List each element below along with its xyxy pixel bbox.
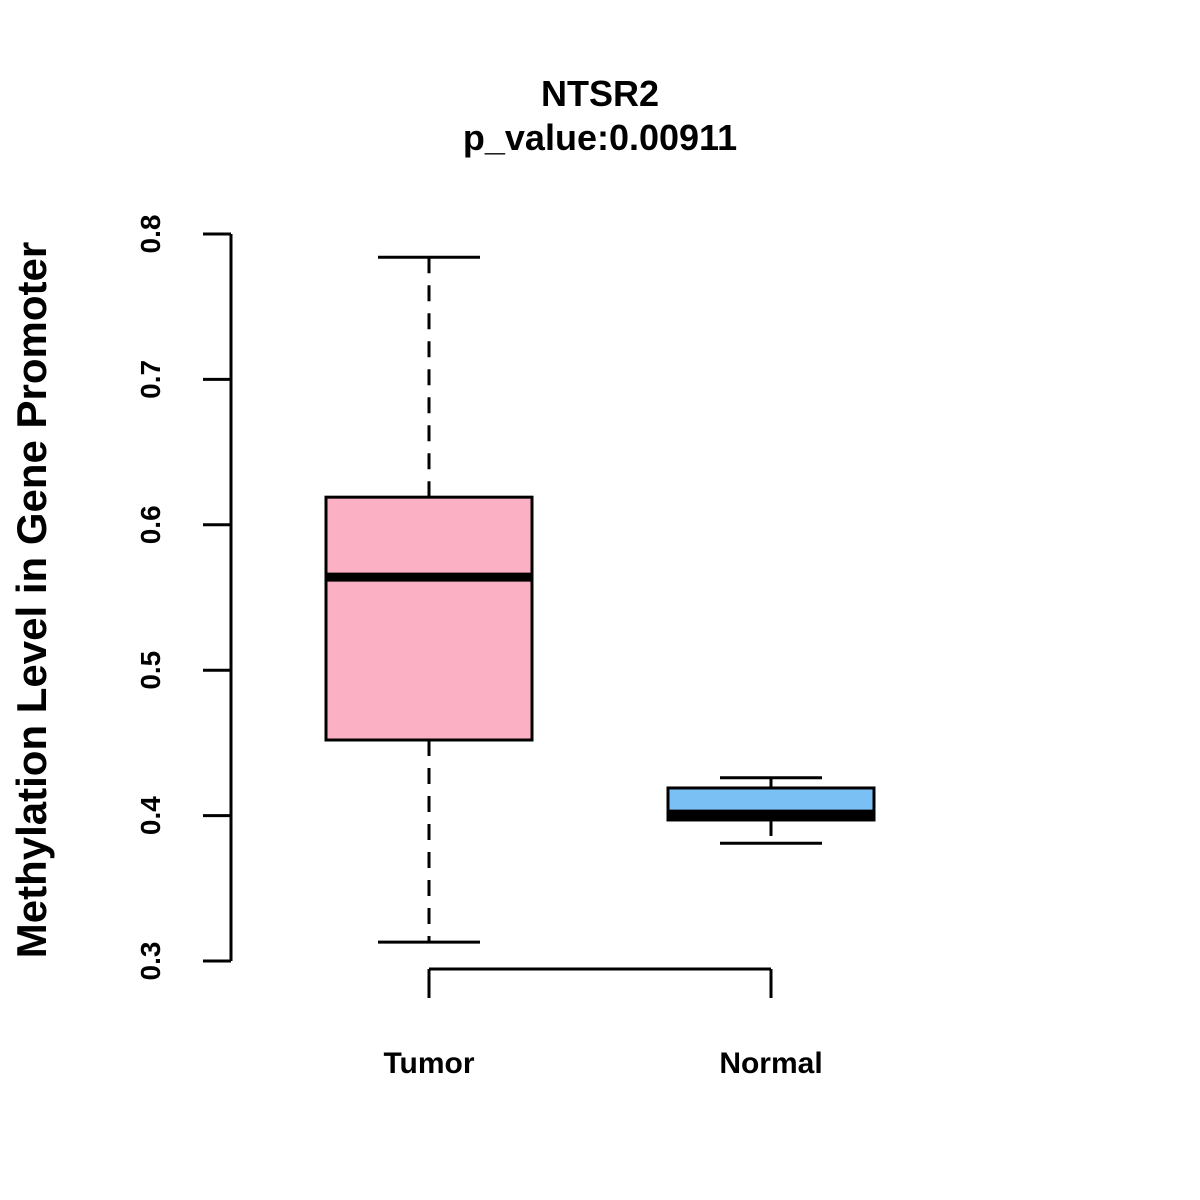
box-normal [666,776,876,845]
y-tick-label: 0.3 [135,942,166,981]
y-tick-label: 0.7 [135,360,166,399]
box-tumor [324,255,534,944]
iqr-box [324,495,534,742]
y-tick-label: 0.8 [135,215,166,254]
y-tick-label: 0.5 [135,651,166,690]
box-group [324,255,876,944]
y-tick-label: 0.6 [135,505,166,544]
y-axis: 0.3 0.4 0.5 0.6 0.7 0.8 [135,215,233,981]
x-category-label: Tumor [383,1047,474,1080]
x-category-label: Normal [719,1047,822,1080]
chart-title: NTSR2 [541,73,659,114]
chart-subtitle: p_value:0.00911 [463,117,737,158]
y-axis-label: Methylation Level in Gene Promoter [8,242,55,958]
x-axis: Tumor Normal [383,967,823,1080]
y-tick-label: 0.4 [135,796,166,835]
